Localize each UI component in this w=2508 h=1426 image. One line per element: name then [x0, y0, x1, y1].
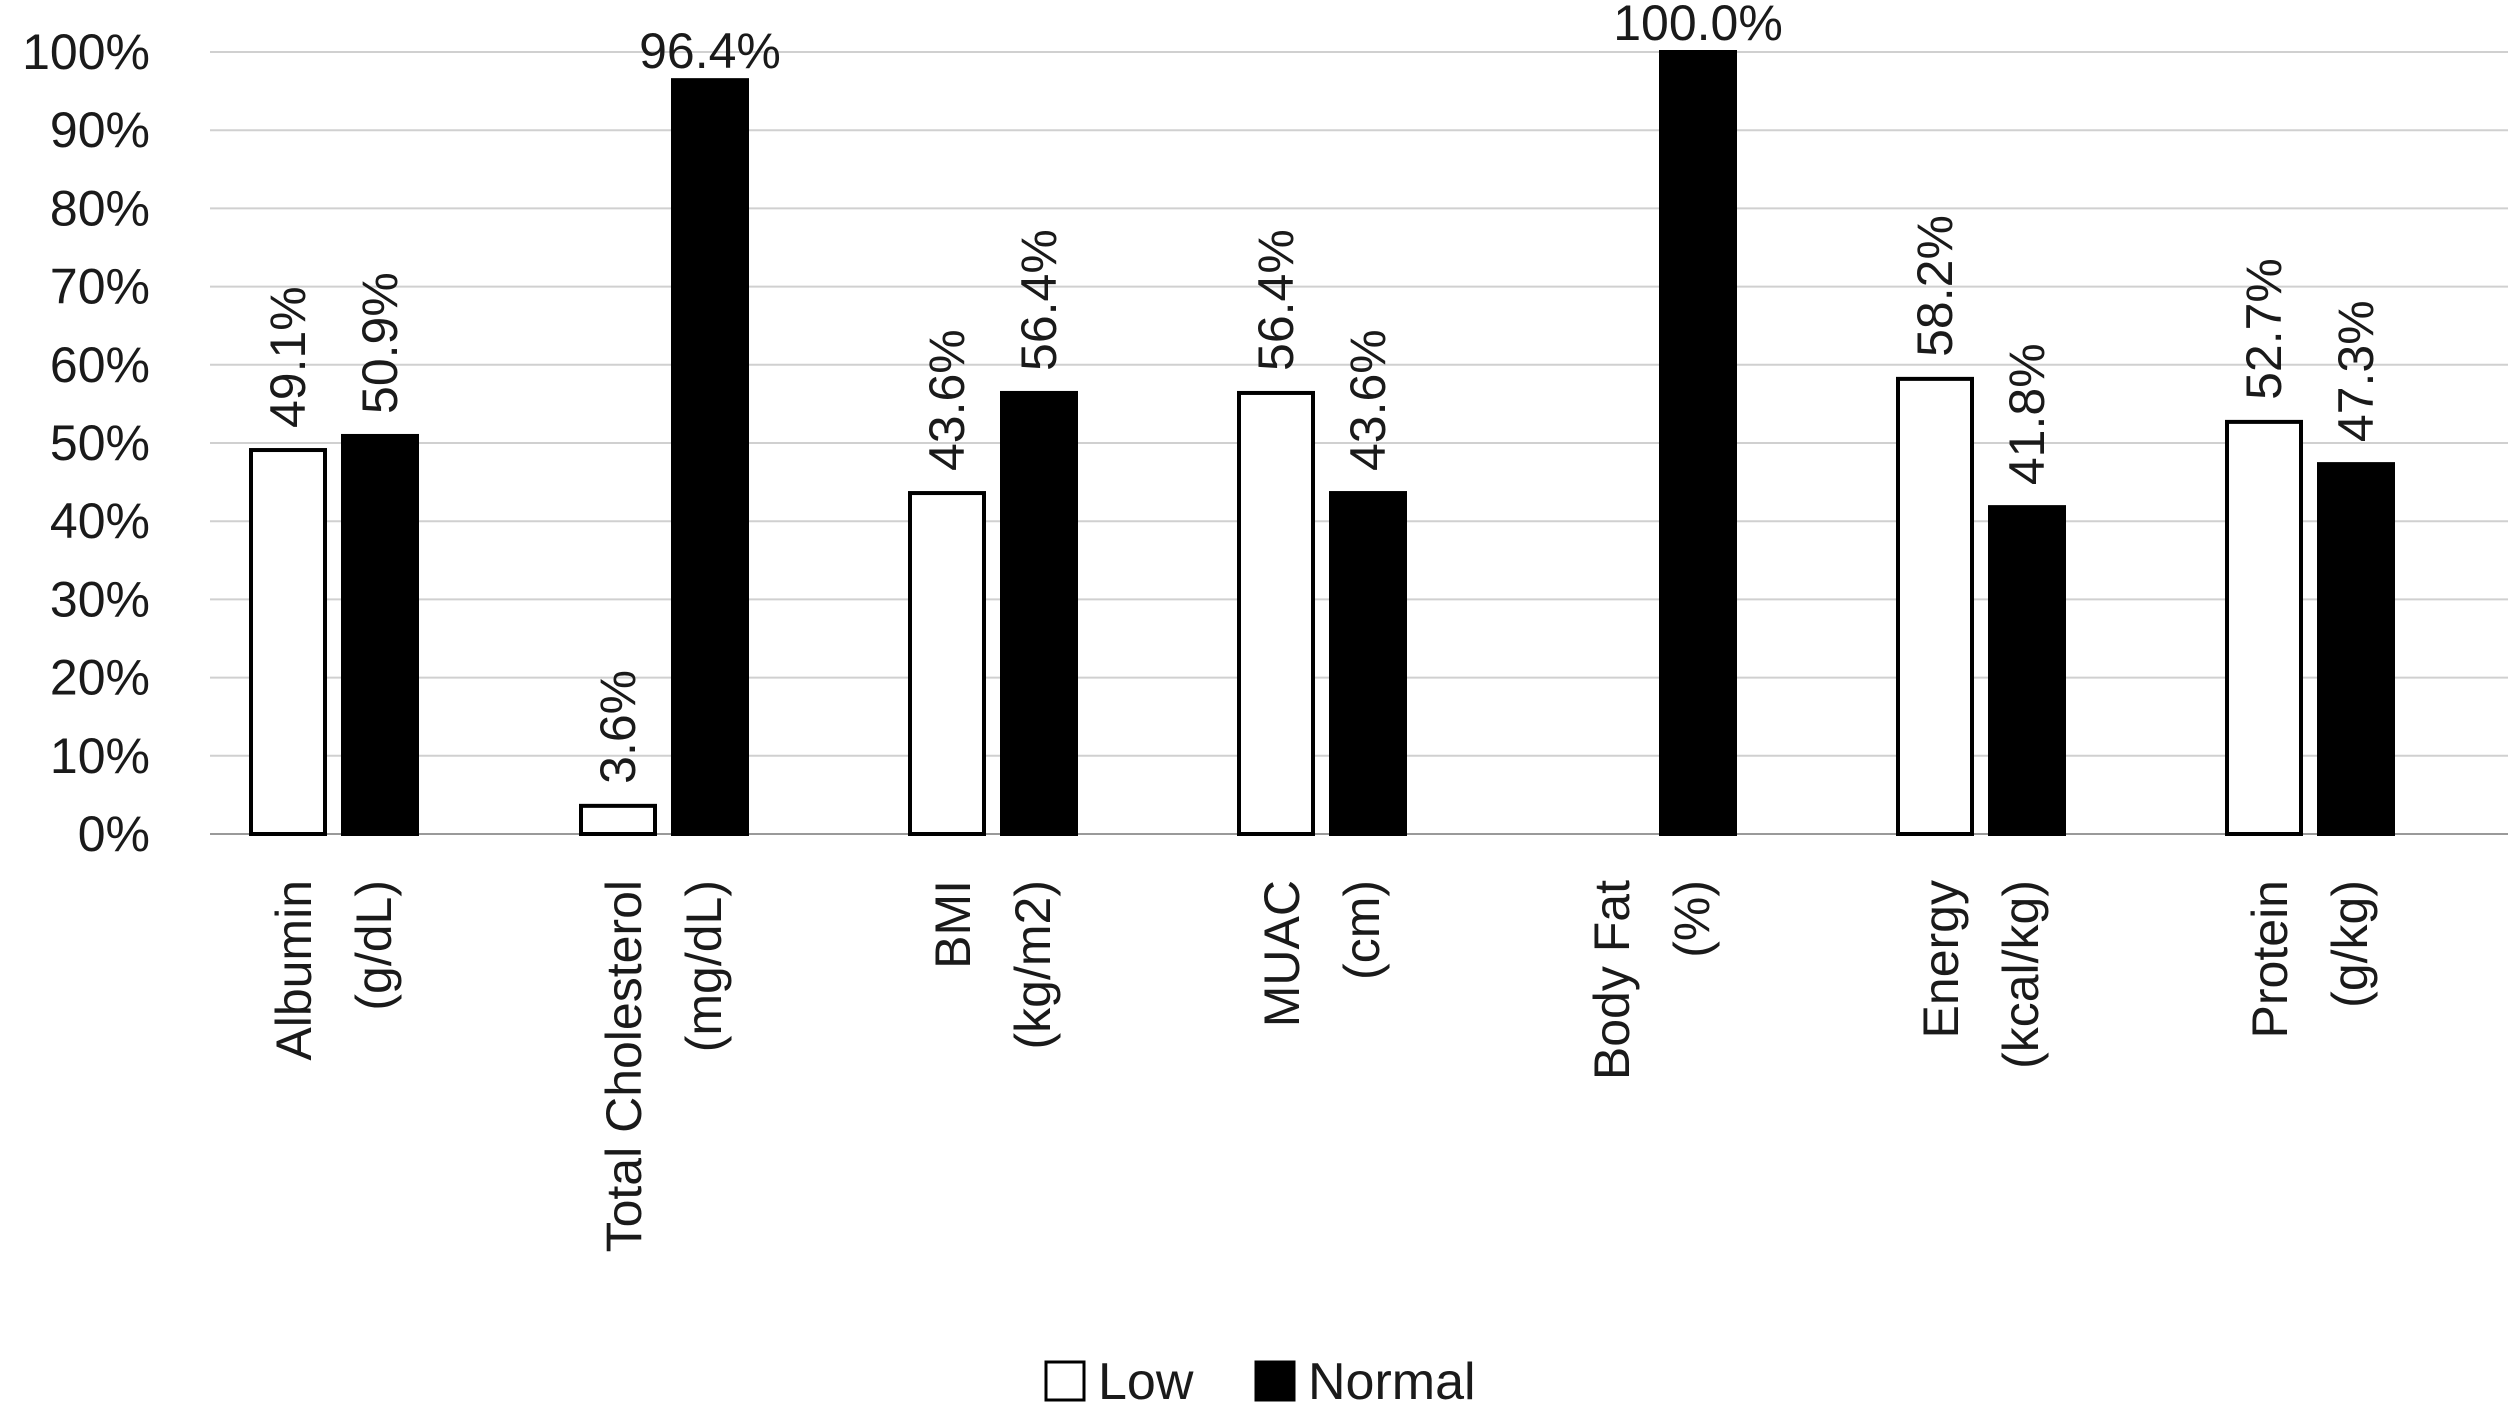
legend-label-low: Low: [1098, 1353, 1194, 1411]
y-tick-label: 100%: [22, 24, 150, 80]
bar-low-1: [249, 448, 327, 836]
y-tick-label: 80%: [50, 180, 150, 236]
y-axis-tick-labels: 0% 10% 20% 30% 40% 50% 60% 70% 80% 90% 100%: [22, 24, 150, 862]
category-label-7: Protein (g/kg): [2242, 880, 2378, 1038]
category-label-5: Body Fat (%): [1584, 880, 1720, 1080]
y-tick-label: 20%: [50, 650, 150, 706]
data-label: 96.4%: [639, 23, 781, 79]
y-tick-label: 10%: [50, 728, 150, 784]
category-label-line: (cm): [1334, 880, 1390, 980]
bar-normal-1: [341, 433, 419, 836]
category-label-line: Albumin: [266, 880, 322, 1061]
category-label-line: (kg/m2): [1005, 880, 1061, 1049]
category-label-line: (kcal/kg): [1993, 880, 2049, 1069]
category-labels: Albumin (g/dL) Total Cholesterol (mg/dL) BMI…: [266, 880, 2378, 1253]
bar-normal-5: [1659, 50, 1737, 836]
data-label: 100.0%: [1613, 0, 1783, 51]
bar-low-7: [2225, 419, 2303, 836]
y-tick-label: 50%: [50, 415, 150, 471]
data-label: 43.6%: [1340, 329, 1396, 471]
data-label: 56.4%: [1011, 229, 1067, 371]
data-label: 56.4%: [1248, 229, 1304, 371]
y-tick-label: 70%: [50, 259, 150, 315]
bar-normal-3: [1000, 390, 1078, 836]
y-tick-label: 30%: [50, 571, 150, 627]
category-label-4: MUAC (cm): [1254, 880, 1390, 1027]
bar-low-3: [908, 491, 986, 836]
category-label-line: Protein: [2242, 880, 2298, 1038]
category-label-3: BMI (kg/m2): [925, 880, 1061, 1049]
category-label-line: (g/kg): [2322, 880, 2378, 1008]
category-label-line: Energy: [1913, 880, 1969, 1038]
category-label-line: (g/dL): [346, 880, 402, 1011]
category-label-line: BMI: [925, 880, 981, 969]
y-tick-label: 90%: [50, 102, 150, 158]
legend-swatch-normal: [1254, 1360, 1296, 1402]
category-label-line: (%): [1664, 880, 1720, 958]
category-label-line: MUAC: [1254, 880, 1310, 1027]
bar-normal-6: [1988, 505, 2066, 836]
y-tick-label: 0%: [78, 806, 150, 862]
bar-low-2: [579, 803, 657, 837]
category-label-2: Total Cholesterol (mg/dL): [596, 880, 732, 1252]
legend: Low Normal: [1044, 1353, 1476, 1411]
data-label: 41.8%: [1999, 343, 2055, 485]
data-label: 52.7%: [2236, 258, 2292, 400]
bar-normal-2: [671, 78, 749, 837]
bars: [249, 50, 2395, 837]
category-label-6: Energy (kcal/kg): [1913, 880, 2049, 1069]
legend-label-normal: Normal: [1308, 1353, 1476, 1411]
category-label-line: Body Fat: [1584, 880, 1640, 1080]
bar-normal-4: [1329, 491, 1407, 836]
data-label: 50.9%: [352, 272, 408, 414]
y-tick-label: 60%: [50, 337, 150, 393]
legend-swatch-low: [1044, 1360, 1086, 1402]
data-label: 49.1%: [260, 286, 316, 428]
bar-low-4: [1237, 390, 1315, 836]
y-tick-label: 40%: [50, 493, 150, 549]
data-label: 43.6%: [919, 329, 975, 471]
bar-normal-7: [2317, 462, 2395, 836]
category-label-1: Albumin (g/dL): [266, 880, 402, 1061]
category-label-line: Total Cholesterol: [596, 880, 652, 1252]
data-labels: 49.1% 3.6% 43.6% 56.4% 58.2% 52.7% 50.9% 96.4% 5…: [260, 0, 2384, 784]
category-label-line: (mg/dL): [676, 880, 732, 1052]
bar-low-6: [1896, 376, 1974, 836]
data-label: 3.6%: [590, 670, 646, 784]
data-label: 58.2%: [1907, 215, 1963, 357]
data-label: 47.3%: [2328, 300, 2384, 442]
